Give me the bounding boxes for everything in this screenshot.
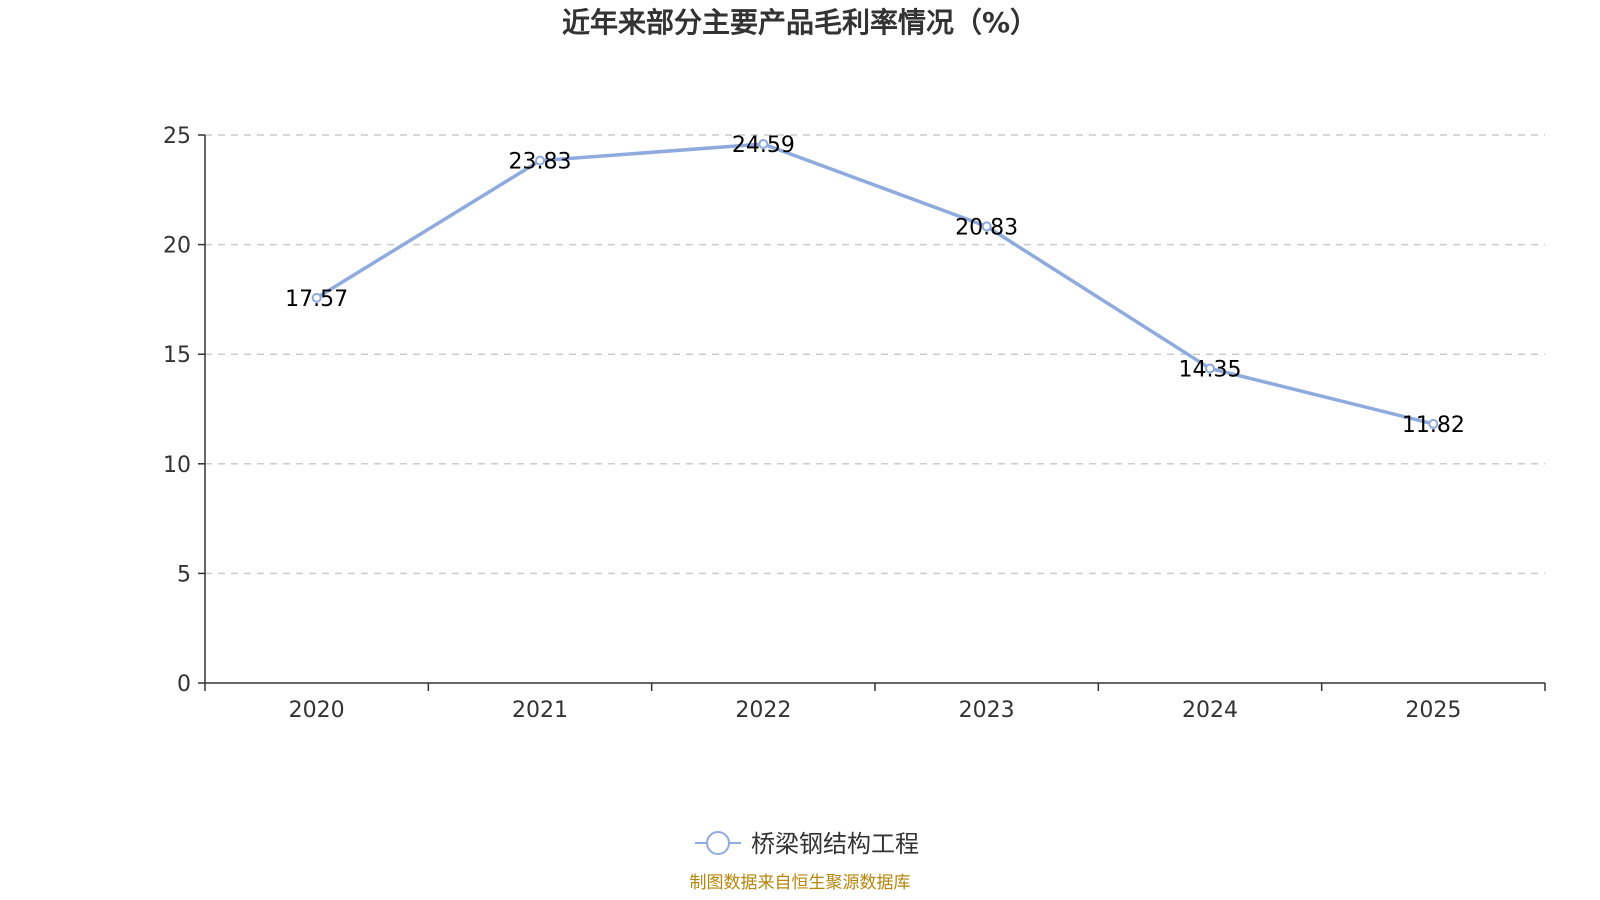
data-label-2022: 24.59	[732, 133, 795, 158]
data-label-2025: 11.82	[1402, 413, 1465, 438]
grid-lines	[205, 134, 1545, 575]
data-label-2024: 14.35	[1179, 357, 1242, 382]
x-tick-label-2021: 2021	[512, 698, 568, 723]
source-note: 制图数据来自恒生聚源数据库	[690, 873, 911, 893]
x-tick-label-2020: 2020	[289, 698, 345, 723]
data-point-2020[interactable]	[311, 292, 322, 303]
data-point-2022[interactable]	[758, 138, 769, 149]
x-tick-label-2022: 2022	[735, 698, 791, 723]
data-point-2023[interactable]	[981, 221, 992, 232]
x-tick-label-2024: 2024	[1182, 698, 1238, 723]
y-tick-label-5: 25	[163, 124, 191, 149]
y-tick-label-3: 15	[163, 343, 191, 368]
y-tick-label-0: 0	[177, 672, 191, 697]
data-point-2021[interactable]	[535, 155, 545, 166]
data-labels: 17.57 23.83 24.59 20.83 14.35 11.82	[285, 133, 1465, 438]
x-tick-label-2023: 2023	[959, 698, 1015, 723]
chart-title: 近年来部分主要产品毛利率情况（%）	[562, 6, 1038, 39]
series-line	[315, 142, 1434, 426]
legend-label: 桥梁钢结构工程	[751, 830, 919, 858]
data-label-2023: 20.83	[955, 215, 1018, 240]
y-tick-label-2: 10	[163, 453, 191, 478]
data-label-2021: 23.83	[509, 150, 572, 175]
x-tick-label-2025: 2025	[1405, 698, 1461, 723]
y-tick-label-4: 20	[163, 234, 191, 259]
legend-marker	[706, 831, 730, 855]
data-point-2025[interactable]	[1428, 418, 1439, 429]
data-point-2024[interactable]	[1205, 363, 1215, 374]
data-label-2020: 17.57	[285, 287, 348, 312]
legend[interactable]: 桥梁钢结构工程	[695, 830, 919, 858]
y-tick-label-1: 5	[177, 562, 191, 587]
series-layer	[311, 138, 1439, 429]
